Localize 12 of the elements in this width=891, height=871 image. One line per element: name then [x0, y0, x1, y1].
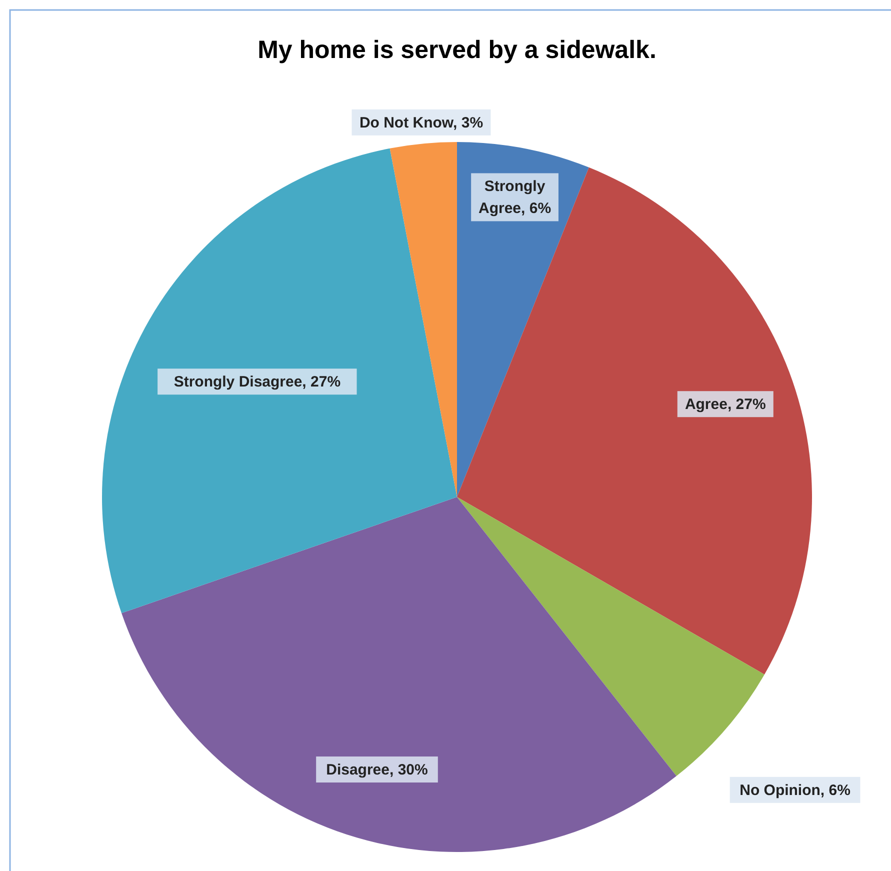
chart-title: My home is served by a sidewalk. — [258, 36, 656, 64]
pie-slice — [457, 167, 812, 674]
slice-label: No Opinion, 6% — [740, 782, 850, 799]
slice-label: Strongly Agree, 6% — [478, 178, 552, 218]
slice-label: Disagree, 30% — [326, 761, 428, 778]
pie-slice — [122, 497, 676, 852]
pie-slice — [390, 142, 457, 497]
slice-label: Strongly Disagree, 27% — [174, 374, 341, 391]
pie-slice — [102, 148, 457, 614]
slice-label: Agree, 27% — [684, 396, 766, 414]
slice-label: Do Not Know, 3% — [359, 114, 484, 132]
pie-slice — [457, 497, 764, 776]
